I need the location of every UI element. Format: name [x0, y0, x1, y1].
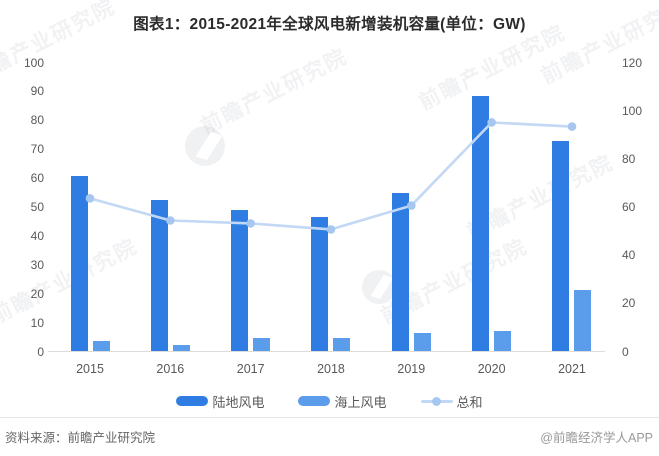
left-axis-tick-40: 40: [30, 228, 44, 243]
x-axis-label-2020: 2020: [477, 362, 506, 376]
right-axis-tick-100: 100: [622, 103, 643, 118]
x-axis-label-2017: 2017: [236, 362, 265, 376]
legend-item-onshore[interactable]: 陆地风电: [176, 392, 264, 411]
left-axis-tick-30: 30: [30, 257, 44, 272]
bar-offshore-2019: [413, 333, 431, 351]
left-axis-tick-50: 50: [30, 200, 44, 214]
left-axis-tick-60: 60: [30, 171, 44, 186]
legend-item-total[interactable]: 总和: [420, 392, 483, 411]
bar-onshore-2021: [552, 141, 570, 351]
legend-line-icon: [420, 396, 453, 406]
legend-label: 陆地风电: [212, 394, 265, 410]
x-axis-label-2016: 2016: [156, 362, 185, 376]
total-marker-2018: [326, 225, 336, 234]
total-marker-2017: [246, 219, 255, 228]
right-axis-tick-60: 60: [622, 200, 636, 214]
plot-area: [48, 63, 605, 352]
left-axis-tick-70: 70: [30, 142, 44, 157]
legend-line-dot: [432, 396, 441, 406]
left-axis-tick-10: 10: [30, 315, 44, 330]
left-axis-tick-20: 20: [30, 286, 44, 301]
legend-item-offshore[interactable]: 海上风电: [298, 392, 387, 411]
bar-onshore-2019: [391, 192, 409, 351]
bar-offshore-2017: [253, 338, 271, 351]
x-axis-line: [48, 351, 605, 352]
total-marker-2019: [407, 201, 416, 210]
left-axis-tick-0: 0: [37, 344, 44, 359]
total-marker-2021: [567, 122, 577, 131]
right-axis-tick-120: 120: [622, 55, 643, 70]
bar-offshore-2016: [172, 344, 190, 351]
total-marker-2016: [166, 216, 175, 225]
legend-swatch-icon: [298, 396, 331, 406]
bar-offshore-2018: [333, 338, 351, 351]
left-axis-tick-90: 90: [30, 84, 44, 99]
bar-onshore-2015: [70, 176, 88, 351]
legend-label: 海上风电: [334, 394, 387, 410]
footer: 资料来源：前瞻产业研究院 @前瞻经济学人APP: [0, 424, 659, 448]
x-axis-label-2021: 2021: [558, 362, 586, 376]
right-axis-tick-20: 20: [622, 296, 636, 311]
left-axis-tick-100: 100: [23, 55, 44, 70]
chart-title: 图表1：2015-2021年全球风电新增装机容量(单位：GW): [133, 16, 526, 33]
bar-offshore-2015: [92, 341, 110, 351]
legend-swatch-icon: [176, 396, 209, 406]
bar-offshore-2021: [574, 290, 592, 351]
footer-divider: [0, 417, 659, 418]
brand-note: @前瞻经济学人APP: [540, 430, 653, 445]
bar-onshore-2016: [150, 199, 168, 351]
chart-legend: 陆地风电 海上风电 总和: [0, 391, 659, 411]
total-marker-2020: [487, 118, 496, 127]
right-axis-tick-40: 40: [622, 248, 636, 263]
right-axis-tick-0: 0: [622, 344, 629, 359]
left-axis-tick-80: 80: [30, 113, 44, 128]
x-axis-label-2015: 2015: [76, 362, 104, 376]
source-note: 资料来源：前瞻产业研究院: [5, 430, 156, 445]
total-line-series: [85, 118, 577, 234]
bar-offshore-2020: [494, 331, 512, 351]
bar-onshore-2018: [311, 216, 329, 351]
x-axis-label-2019: 2019: [397, 362, 426, 376]
right-axis-tick-80: 80: [622, 151, 636, 166]
bar-onshore-2017: [231, 209, 249, 351]
legend-label: 总和: [456, 394, 483, 410]
total-line-path: [89, 121, 573, 231]
x-axis-label-2018: 2018: [317, 362, 345, 376]
bar-onshore-2020: [472, 95, 490, 351]
total-marker-2015: [85, 194, 95, 203]
